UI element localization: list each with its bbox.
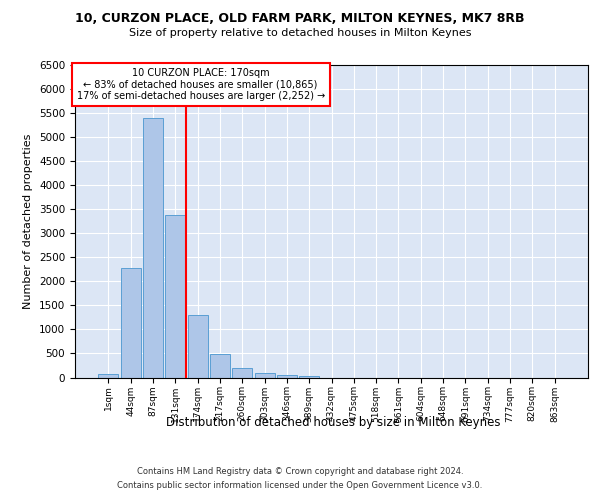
Y-axis label: Number of detached properties: Number of detached properties xyxy=(23,134,34,309)
Bar xyxy=(143,118,163,378)
Bar xyxy=(277,375,297,378)
Bar xyxy=(210,354,230,378)
Bar xyxy=(188,314,208,378)
Text: 10, CURZON PLACE, OLD FARM PARK, MILTON KEYNES, MK7 8RB: 10, CURZON PLACE, OLD FARM PARK, MILTON … xyxy=(75,12,525,26)
Text: 10 CURZON PLACE: 170sqm
← 83% of detached houses are smaller (10,865)
17% of sem: 10 CURZON PLACE: 170sqm ← 83% of detache… xyxy=(77,68,325,102)
Bar xyxy=(98,374,118,378)
Text: Distribution of detached houses by size in Milton Keynes: Distribution of detached houses by size … xyxy=(166,416,500,429)
Text: Contains HM Land Registry data © Crown copyright and database right 2024.: Contains HM Land Registry data © Crown c… xyxy=(137,468,463,476)
Bar xyxy=(121,268,141,378)
Bar xyxy=(232,368,252,378)
Bar xyxy=(299,376,319,378)
Text: Size of property relative to detached houses in Milton Keynes: Size of property relative to detached ho… xyxy=(129,28,471,38)
Bar xyxy=(254,373,275,378)
Text: Contains public sector information licensed under the Open Government Licence v3: Contains public sector information licen… xyxy=(118,481,482,490)
Bar xyxy=(165,215,185,378)
